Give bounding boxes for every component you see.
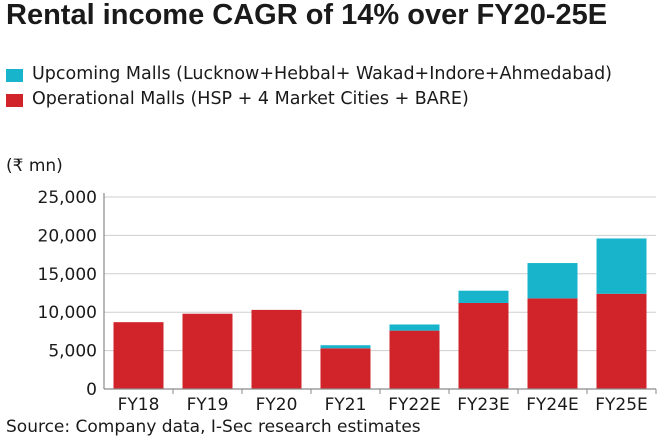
bar-upcoming-malls	[320, 345, 371, 349]
x-tick-label: FY24E	[526, 395, 579, 415]
legend-swatch-upcoming-malls	[6, 69, 23, 82]
y-tick-label: 0	[86, 380, 97, 400]
legend-label-upcoming-malls: Upcoming Malls (Lucknow+Hebbal+ Wakad+In…	[32, 64, 613, 84]
y-tick-label: 5,000	[48, 342, 97, 362]
y-tick-label: 25,000	[38, 188, 97, 208]
bar-upcoming-malls	[527, 263, 578, 299]
bar-upcoming-malls	[458, 290, 509, 303]
bar-operational-malls	[320, 348, 371, 389]
chart-title: Rental income CAGR of 14% over FY20-25E	[6, 0, 608, 31]
bar-upcoming-malls	[596, 238, 647, 294]
y-unit-label: (₹ mn)	[6, 156, 63, 176]
x-tick-label: FY22E	[388, 395, 441, 415]
bar-operational-malls	[458, 302, 509, 389]
x-tick-label: FY20	[256, 395, 298, 415]
bar-operational-malls	[113, 322, 164, 389]
legend-swatch-operational-malls	[6, 94, 23, 107]
bar-operational-malls	[596, 293, 647, 389]
legend: Upcoming Malls (Lucknow+Hebbal+ Wakad+In…	[6, 64, 646, 114]
legend-label-operational-malls: Operational Malls (HSP + 4 Market Cities…	[32, 89, 469, 109]
x-tick-label: FY23E	[457, 395, 510, 415]
x-tick-label: FY19	[187, 395, 229, 415]
y-tick-label: 10,000	[38, 303, 97, 323]
y-tick-label: 15,000	[38, 265, 97, 285]
legend-item-operational-malls: Operational Malls (HSP + 4 Market Cities…	[6, 89, 646, 110]
x-tick-label: FY21	[325, 395, 367, 415]
y-tick-label: 20,000	[38, 226, 97, 246]
bar-upcoming-malls	[389, 324, 440, 331]
bar-operational-malls	[251, 309, 302, 389]
bar-operational-malls	[527, 298, 578, 389]
bar-operational-malls	[182, 313, 233, 389]
source-note: Source: Company data, I-Sec research est…	[6, 417, 421, 437]
legend-item-upcoming-malls: Upcoming Malls (Lucknow+Hebbal+ Wakad+In…	[6, 64, 646, 85]
x-tick-label: FY18	[118, 395, 160, 415]
x-tick-label: FY25E	[595, 395, 648, 415]
bar-operational-malls	[389, 330, 440, 389]
